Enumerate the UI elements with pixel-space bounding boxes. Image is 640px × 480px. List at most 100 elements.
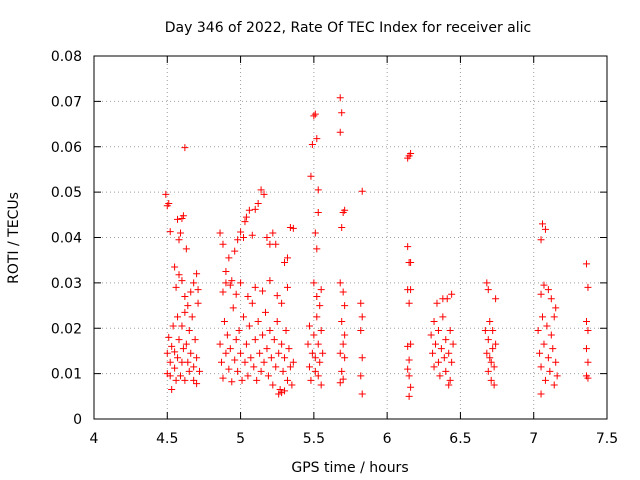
data-point xyxy=(260,190,268,198)
data-point xyxy=(175,236,183,244)
chart-title: Day 346 of 2022, Rate Of TEC Index for r… xyxy=(165,20,531,36)
data-point xyxy=(445,349,453,357)
data-point xyxy=(176,229,184,237)
data-point xyxy=(166,372,174,380)
data-point xyxy=(263,234,271,241)
data-point xyxy=(319,349,327,357)
data-point xyxy=(357,299,365,307)
data-point xyxy=(283,283,291,291)
data-point xyxy=(226,281,234,289)
data-point xyxy=(437,345,445,353)
data-point xyxy=(251,336,259,344)
data-point xyxy=(219,240,227,248)
data-point xyxy=(552,304,560,312)
x-tick-label: 5.5 xyxy=(303,431,325,447)
data-point xyxy=(223,331,231,339)
data-point xyxy=(543,322,551,330)
data-point xyxy=(231,247,239,255)
data-point xyxy=(341,354,349,362)
data-point xyxy=(272,363,280,371)
data-point xyxy=(244,292,252,300)
data-point xyxy=(245,322,253,330)
data-point xyxy=(281,258,289,266)
data-point xyxy=(405,392,413,400)
data-point xyxy=(266,327,274,335)
data-point xyxy=(289,358,297,366)
data-point xyxy=(357,327,365,335)
data-point xyxy=(405,299,413,307)
data-point xyxy=(281,354,289,362)
data-point xyxy=(407,383,415,391)
data-point xyxy=(584,358,592,366)
data-point xyxy=(314,372,322,380)
data-point xyxy=(275,390,283,398)
data-point xyxy=(266,277,274,285)
data-point xyxy=(540,281,548,289)
data-point xyxy=(314,340,322,348)
data-point xyxy=(487,358,495,366)
data-point xyxy=(247,354,255,362)
data-point xyxy=(544,286,552,294)
data-point xyxy=(234,236,242,244)
data-point xyxy=(257,186,265,194)
data-point xyxy=(245,206,253,214)
data-point xyxy=(358,187,366,195)
data-point xyxy=(358,390,366,398)
data-point xyxy=(313,292,321,300)
data-point xyxy=(540,340,548,348)
data-point xyxy=(484,286,492,294)
data-point xyxy=(242,340,250,348)
data-point xyxy=(430,363,438,371)
y-tick-label: 0.03 xyxy=(51,276,82,292)
data-point xyxy=(190,363,198,371)
data-point xyxy=(285,345,293,353)
data-point xyxy=(241,218,249,226)
data-point xyxy=(182,340,190,348)
data-point xyxy=(259,331,267,339)
data-point xyxy=(338,317,346,325)
data-point xyxy=(220,317,228,325)
data-point xyxy=(283,376,291,384)
data-point xyxy=(304,340,312,348)
data-point xyxy=(237,349,245,357)
data-point xyxy=(308,140,316,148)
data-point xyxy=(317,327,325,335)
data-point xyxy=(259,287,267,295)
data-point xyxy=(257,367,265,375)
data-point xyxy=(184,358,192,366)
data-point xyxy=(442,336,450,344)
data-point xyxy=(166,358,174,366)
data-point xyxy=(163,349,171,357)
data-point xyxy=(253,376,261,384)
data-point xyxy=(448,358,456,366)
data-point xyxy=(191,336,199,344)
data-point xyxy=(310,279,318,287)
data-point xyxy=(549,345,557,353)
data-point xyxy=(238,376,246,384)
data-point xyxy=(193,354,201,362)
data-point xyxy=(222,349,230,357)
data-point xyxy=(582,317,590,325)
data-point xyxy=(165,333,173,341)
y-tick-label: 0.01 xyxy=(51,367,82,383)
data-point xyxy=(272,240,280,248)
data-point xyxy=(282,327,290,335)
y-tick-label: 0.05 xyxy=(51,185,82,201)
data-point xyxy=(489,327,497,335)
axis-ticks xyxy=(93,55,608,420)
data-point xyxy=(483,279,491,287)
data-point xyxy=(489,345,497,353)
data-point xyxy=(276,386,284,394)
data-point xyxy=(269,229,277,237)
data-point xyxy=(251,283,259,291)
data-point xyxy=(229,304,237,312)
data-point xyxy=(341,206,349,214)
data-point xyxy=(434,358,442,366)
data-point xyxy=(194,286,202,294)
data-point xyxy=(172,283,180,291)
data-point xyxy=(219,374,227,382)
x-tick-label: 6.5 xyxy=(449,431,471,447)
data-point xyxy=(310,112,318,120)
data-point xyxy=(190,279,198,287)
